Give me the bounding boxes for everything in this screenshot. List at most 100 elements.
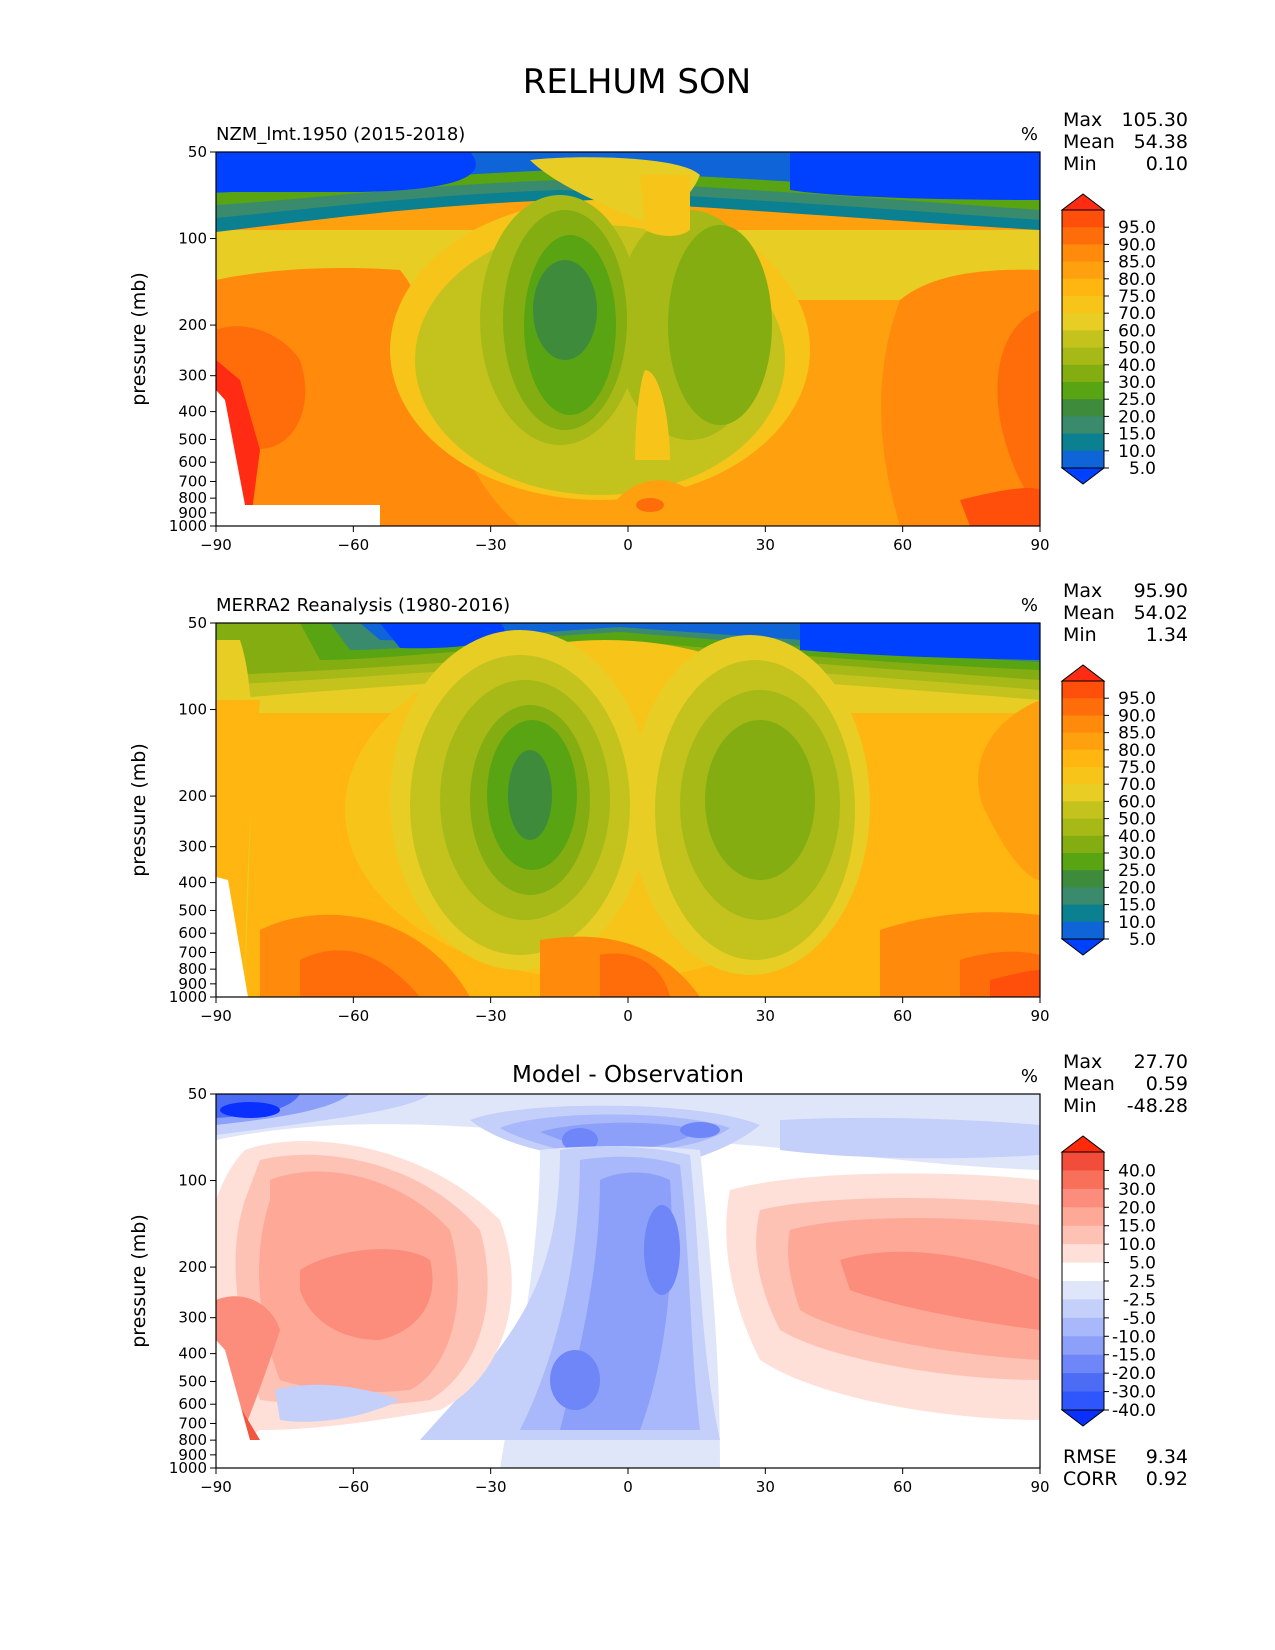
colorbar-label: 25.0 <box>1118 861 1156 881</box>
x-tick-label: −60 <box>338 1478 370 1496</box>
units-label: % <box>1021 1066 1038 1087</box>
y-tick-label: 700 <box>178 943 207 961</box>
colorbar-label: 70.0 <box>1118 775 1156 795</box>
colorbar-label: 85.0 <box>1118 253 1156 273</box>
colorbar: 95.090.085.080.075.070.060.050.040.030.0… <box>1060 664 1156 956</box>
colorbar-label: 40.0 <box>1118 1161 1156 1181</box>
colorbar-band <box>1062 1336 1104 1356</box>
colorbar-band <box>1062 853 1104 871</box>
panel-title: NZM_lmt.1950 (2015-2018) <box>216 124 465 145</box>
colorbar-label: 20.0 <box>1118 878 1156 898</box>
y-tick-label: 300 <box>178 1309 207 1327</box>
stat-label: Mean <box>1063 602 1115 624</box>
x-tick-label: 60 <box>893 536 912 554</box>
colorbar-band <box>1062 244 1104 263</box>
stat-value: 0.10 <box>1146 153 1188 175</box>
colorbar-label: 15.0 <box>1118 1217 1156 1237</box>
y-tick-label: 1000 <box>169 1459 207 1477</box>
colorbar-band <box>1062 698 1104 716</box>
colorbar-label: 25.0 <box>1118 390 1156 410</box>
colorbar-band <box>1062 1262 1104 1282</box>
units-label: % <box>1021 124 1038 145</box>
y-tick-label: 1000 <box>169 517 207 535</box>
stat-label: Max <box>1063 1051 1102 1073</box>
colorbar-label: 15.0 <box>1118 425 1156 445</box>
colorbar-label: 5.0 <box>1129 930 1156 950</box>
y-tick-label: 50 <box>188 143 207 161</box>
figure-title: RELHUM SON <box>523 62 751 102</box>
x-tick-label: 30 <box>756 1007 775 1025</box>
y-tick-label: 700 <box>178 472 207 490</box>
stat-label: Max <box>1063 109 1102 131</box>
colorbar: 40.030.020.015.010.05.02.5-2.5-5.0-10.0-… <box>1060 1135 1156 1427</box>
x-tick-label: 0 <box>623 1007 633 1025</box>
y-tick-label: 50 <box>188 614 207 632</box>
x-tick-label: −90 <box>200 1007 232 1025</box>
colorbar-label: 30.0 <box>1118 844 1156 864</box>
colorbar-label: 50.0 <box>1118 339 1156 359</box>
y-axis-label: pressure (mb) <box>128 272 150 406</box>
stat-value: -48.28 <box>1127 1095 1188 1117</box>
x-tick-label: −30 <box>475 1478 507 1496</box>
colorbar-label: 90.0 <box>1118 235 1156 255</box>
colorbar-band <box>1062 801 1104 820</box>
contour-field-difference <box>216 1094 1040 1468</box>
colorbar-band <box>1062 210 1104 228</box>
colorbar-label: 70.0 <box>1118 304 1156 324</box>
colorbar-band <box>1062 382 1104 400</box>
colorbar-label: 60.0 <box>1118 792 1156 812</box>
y-tick-label: 900 <box>178 504 207 522</box>
colorbar-label: 10.0 <box>1118 1235 1156 1255</box>
colorbar-label: 80.0 <box>1118 270 1156 290</box>
colorbar-label: -15.0 <box>1112 1346 1156 1366</box>
colorbar-band <box>1062 296 1104 314</box>
stat-label: Mean <box>1063 131 1115 153</box>
y-tick-label: 500 <box>178 1372 207 1390</box>
colorbar-label: 2.5 <box>1129 1272 1156 1292</box>
y-tick-label: 100 <box>178 1172 207 1190</box>
x-tick-label: 0 <box>623 1478 633 1496</box>
contour-field-observation <box>216 623 1040 997</box>
x-tick-label: −30 <box>475 536 507 554</box>
y-tick-label: 1000 <box>169 988 207 1006</box>
colorbar-label: 20.0 <box>1118 1198 1156 1218</box>
footer-stat-value: 9.34 <box>1146 1446 1188 1468</box>
colorbar-band <box>1062 904 1104 923</box>
colorbar-extend-max <box>1060 193 1106 211</box>
colorbar-band <box>1062 1225 1104 1245</box>
x-tick-label: −30 <box>475 1007 507 1025</box>
colorbar-band <box>1062 1373 1104 1393</box>
y-tick-label: 300 <box>178 838 207 856</box>
y-tick-label: 900 <box>178 1446 207 1464</box>
y-axis-label: pressure (mb) <box>128 743 150 877</box>
colorbar-label: 95.0 <box>1118 218 1156 238</box>
colorbar-extend-min <box>1060 1409 1106 1427</box>
colorbar-band <box>1062 1244 1104 1264</box>
y-tick-label: 300 <box>178 367 207 385</box>
colorbar-label: -5.0 <box>1123 1309 1156 1329</box>
colorbar-label: 5.0 <box>1129 1254 1156 1274</box>
y-tick-label: 100 <box>178 230 207 248</box>
stat-value: 95.90 <box>1134 580 1188 602</box>
x-tick-label: 60 <box>893 1478 912 1496</box>
colorbar-band <box>1062 1354 1104 1374</box>
colorbar-label: -2.5 <box>1123 1290 1156 1310</box>
stat-value: 1.34 <box>1146 624 1188 646</box>
footer-stat-label: RMSE <box>1063 1446 1117 1468</box>
panel-difference: Model - Observation % pressure (mb) 50 100 20… <box>128 1051 1188 1496</box>
colorbar-band <box>1062 1391 1104 1411</box>
colorbar-extend-min <box>1060 467 1106 485</box>
colorbar-label: 50.0 <box>1118 810 1156 830</box>
y-tick-label: 700 <box>178 1414 207 1432</box>
panel-title: MERRA2 Reanalysis (1980-2016) <box>216 595 510 616</box>
colorbar-label: -10.0 <box>1112 1327 1156 1347</box>
colorbar-band <box>1062 1299 1104 1319</box>
panel-title: Model - Observation <box>512 1062 744 1088</box>
x-tick-label: 30 <box>756 1478 775 1496</box>
colorbar-band <box>1062 921 1104 940</box>
stat-label: Min <box>1063 153 1097 175</box>
contour-field-model <box>216 152 1040 526</box>
y-tick-label: 50 <box>188 1085 207 1103</box>
colorbar-band <box>1062 749 1104 768</box>
